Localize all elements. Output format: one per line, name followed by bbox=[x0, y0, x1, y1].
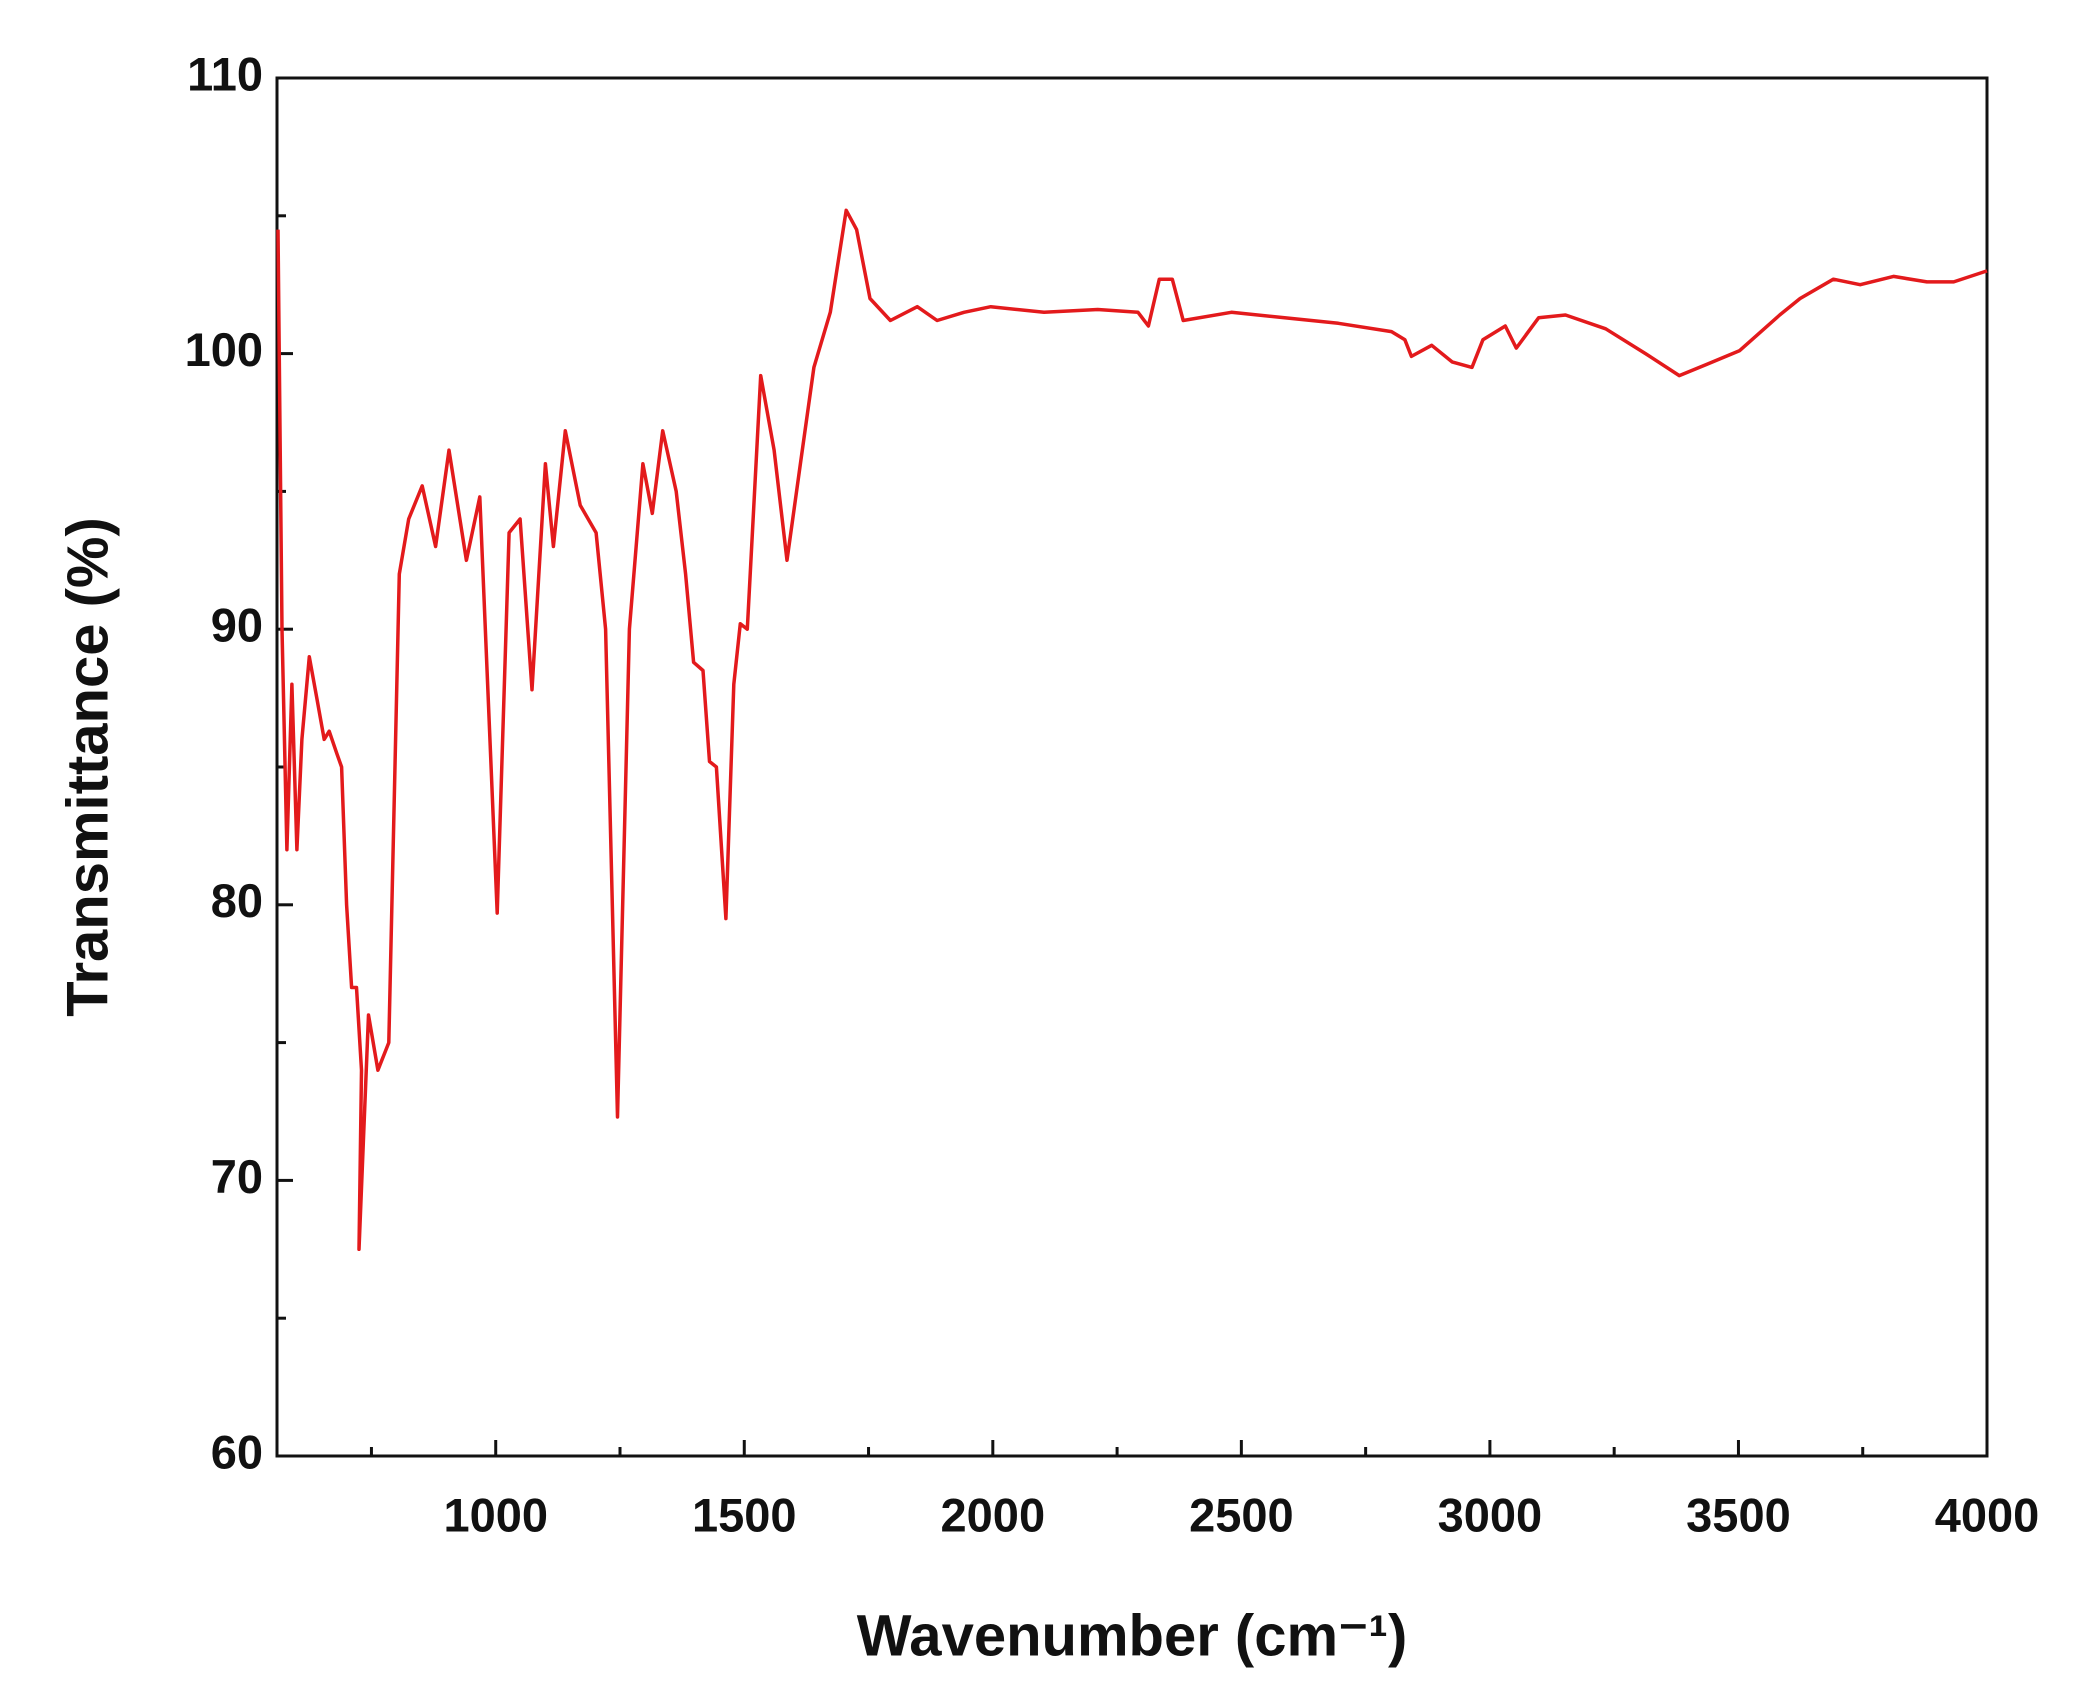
y-tick-label: 60 bbox=[211, 1425, 263, 1478]
plot-frame bbox=[275, 76, 1989, 1458]
y-axis-label: Transmittance (%) bbox=[55, 517, 120, 1017]
x-tick-label: 1000 bbox=[443, 1488, 548, 1541]
x-tick-label: 1500 bbox=[692, 1488, 797, 1541]
spectrum-line bbox=[276, 208, 1988, 1252]
y-tick-label: 100 bbox=[185, 323, 263, 376]
x-axis-label: Wavenumber (cm⁻¹) bbox=[857, 1603, 1408, 1668]
y-tick-label: 90 bbox=[211, 599, 263, 652]
x-tick-label: 3500 bbox=[1686, 1488, 1791, 1541]
x-tick-label: 4000 bbox=[1935, 1488, 2040, 1541]
y-tick-label: 70 bbox=[211, 1150, 263, 1203]
x-tick-label: 3000 bbox=[1438, 1488, 1543, 1541]
y-tick-label: 110 bbox=[187, 47, 263, 100]
x-tick-label: 2500 bbox=[1189, 1488, 1294, 1541]
x-tick-label: 2000 bbox=[941, 1488, 1046, 1541]
y-tick-label: 80 bbox=[211, 874, 263, 927]
